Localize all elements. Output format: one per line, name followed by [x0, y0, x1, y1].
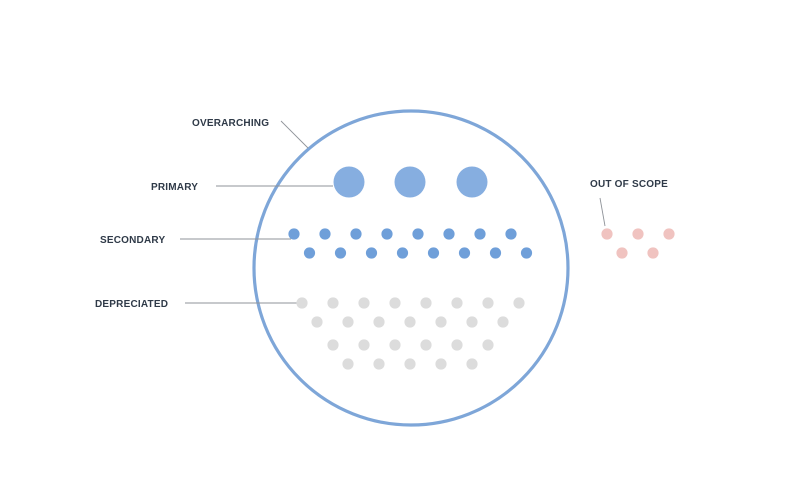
depreciated-label: DEPRECIATED — [95, 299, 168, 310]
depreciated-dot — [451, 297, 463, 309]
secondary-dot — [412, 228, 424, 240]
secondary-dot — [489, 247, 502, 259]
depreciated-dot — [389, 297, 401, 309]
primary-dots — [333, 166, 488, 198]
depreciated-dot — [435, 358, 447, 370]
out-of-scope-dot — [647, 247, 659, 259]
out-of-scope-dot — [663, 228, 675, 240]
depreciated-dot — [296, 297, 308, 309]
depreciated-dot — [373, 358, 385, 370]
depreciated-dot — [420, 297, 432, 309]
depreciated-dot — [451, 339, 463, 351]
out-of-scope-leader-line — [599, 197, 606, 227]
primary-dot — [456, 166, 488, 198]
depreciated-dot — [358, 297, 370, 309]
depreciated-dot — [435, 316, 447, 328]
primary-dot — [394, 166, 426, 198]
primary-label: PRIMARY — [151, 182, 198, 193]
secondary-dot — [443, 228, 455, 240]
secondary-dot — [520, 247, 533, 259]
depreciated-dot — [311, 316, 323, 328]
depreciated-dot — [497, 316, 509, 328]
out-of-scope-dot — [601, 228, 613, 240]
depreciated-dot — [420, 339, 432, 351]
secondary-dot — [505, 228, 517, 240]
secondary-dot — [427, 247, 440, 259]
depreciated-dot — [373, 316, 385, 328]
secondary-dot — [381, 228, 393, 240]
depreciated-dot — [342, 358, 354, 370]
depreciated-dots — [296, 297, 525, 370]
depreciated-dot — [389, 339, 401, 351]
depreciated-dot — [513, 297, 525, 309]
secondary-dot — [350, 228, 362, 240]
depreciated-dot — [327, 339, 339, 351]
secondary-dots — [288, 228, 533, 259]
secondary-label: SECONDARY — [100, 235, 165, 246]
depreciated-dot — [404, 316, 416, 328]
depreciated-dot — [404, 358, 416, 370]
depreciated-dot — [466, 316, 478, 328]
depreciated-dot — [482, 297, 494, 309]
secondary-dot — [334, 247, 347, 259]
secondary-dot — [474, 228, 486, 240]
overarching-circle — [252, 109, 570, 427]
out-of-scope-dot — [616, 247, 628, 259]
depreciated-dot — [358, 339, 370, 351]
overarching-leader-line — [280, 120, 309, 149]
depreciated-dot — [482, 339, 494, 351]
out-of-scope-dot — [632, 228, 644, 240]
overarching-label: OVERARCHING — [192, 118, 269, 129]
secondary-dot — [396, 247, 409, 259]
depreciated-dot — [342, 316, 354, 328]
out-of-scope-label: OUT OF SCOPE — [590, 179, 668, 190]
depreciated-dot — [466, 358, 478, 370]
primary-dot — [333, 166, 365, 198]
depreciated-dot — [327, 297, 339, 309]
out-of-scope-dots — [601, 228, 675, 259]
secondary-dot — [365, 247, 378, 259]
secondary-dot — [458, 247, 471, 259]
secondary-dot — [319, 228, 331, 240]
secondary-dot — [303, 247, 316, 259]
secondary-dot — [288, 228, 300, 240]
